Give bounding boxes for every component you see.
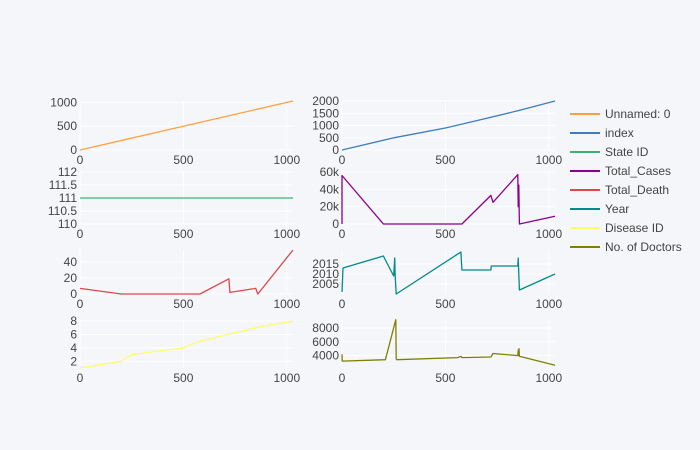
y-tick-label: 2015 (312, 257, 339, 271)
x-tick-label: 0 (339, 371, 346, 385)
y-tick-label: 8000 (312, 321, 339, 335)
legend[interactable]: Unnamed: 0 index State ID Total_Cases Total_… (570, 107, 682, 254)
x-tick-label: 0 (77, 227, 84, 241)
x-tick-label: 0 (77, 297, 84, 311)
y-tick-label: 0 (332, 143, 339, 157)
x-tick-label: 500 (435, 153, 455, 167)
series-line-total-cases[interactable] (341, 173, 556, 225)
y-tick-label: 2000 (312, 94, 339, 108)
y-tick-label: 1000 (312, 119, 339, 133)
legend-label: Disease ID (605, 221, 664, 235)
y-tick-label: 60k (320, 165, 340, 179)
legend-label: No. of Doctors (605, 240, 682, 254)
y-tick-label: 2010 (312, 267, 339, 281)
legend-item-total-cases[interactable]: Total_Cases (570, 164, 671, 178)
y-tick-label: 6 (70, 327, 77, 341)
y-tick-label: 0 (70, 143, 77, 157)
y-tick-label: 20k (320, 200, 340, 214)
series-line-total-death[interactable] (79, 249, 294, 295)
series-line-year[interactable] (341, 251, 556, 295)
y-tick-label: 500 (319, 131, 339, 145)
y-tick-label: 0 (70, 287, 77, 301)
y-tick-label: 110.5 (48, 204, 77, 218)
subplot-total-death: 0 20 40 0 500 1000 (64, 249, 300, 311)
legend-label: Unnamed: 0 (605, 107, 671, 121)
x-tick-label: 1000 (273, 371, 300, 385)
series-line-disease-id[interactable] (79, 320, 294, 369)
x-tick-label: 500 (173, 371, 193, 385)
legend-label: index (605, 126, 634, 140)
legend-item-year[interactable]: Year (570, 202, 629, 216)
x-tick-label: 1000 (535, 227, 562, 241)
x-tick-label: 1000 (535, 371, 562, 385)
y-tick-label: 1000 (50, 95, 77, 109)
x-tick-label: 1000 (273, 227, 300, 241)
subplot-total-cases: 0 20k 40k 60k 0 500 1000 (320, 165, 563, 241)
legend-item-index[interactable]: index (570, 126, 634, 140)
y-tick-label: 8 (70, 314, 77, 328)
y-tick-label: 20 (64, 271, 78, 285)
y-tick-label: 1500 (312, 106, 339, 120)
legend-item-state-id[interactable]: State ID (570, 145, 649, 159)
x-tick-label: 500 (173, 227, 193, 241)
legend-label: Year (605, 202, 629, 216)
x-tick-label: 1000 (273, 297, 300, 311)
x-tick-label: 0 (339, 153, 346, 167)
y-tick-label: 110 (58, 217, 77, 231)
y-tick-label: 2 (70, 354, 77, 368)
series-line-no-of-doctors[interactable] (341, 319, 556, 366)
y-tick-label: 40 (64, 255, 78, 269)
legend-item-no-of-doctors[interactable]: No. of Doctors (570, 240, 682, 254)
x-tick-label: 0 (339, 227, 346, 241)
series-line-unnamed-0[interactable] (79, 100, 294, 151)
legend-label: State ID (605, 145, 649, 159)
x-tick-label: 1000 (535, 153, 562, 167)
legend-item-disease-id[interactable]: Disease ID (570, 221, 664, 235)
y-tick-label: 6000 (312, 335, 339, 349)
x-tick-label: 0 (77, 153, 84, 167)
legend-label: Total_Cases (605, 164, 671, 178)
x-tick-label: 500 (435, 371, 455, 385)
x-tick-label: 1000 (535, 297, 562, 311)
y-tick-label: 111 (59, 191, 78, 205)
y-tick-label: 40k (320, 182, 340, 196)
x-tick-label: 500 (435, 227, 455, 241)
y-tick-label: 4 (70, 341, 77, 355)
y-tick-label: 0 (332, 217, 339, 231)
y-tick-label: 111.5 (49, 178, 78, 192)
y-tick-label: 2005 (312, 277, 339, 291)
y-tick-label: 4000 (312, 349, 339, 363)
x-tick-label: 1000 (273, 153, 300, 167)
series-line-index[interactable] (341, 100, 556, 151)
legend-item-total-death[interactable]: Total_Death (570, 183, 669, 197)
x-tick-label: 0 (77, 371, 84, 385)
x-tick-label: 500 (173, 153, 193, 167)
legend-label: Total_Death (605, 183, 669, 197)
x-tick-label: 500 (173, 297, 193, 311)
y-tick-label: 500 (57, 119, 77, 133)
y-tick-label: 112 (58, 165, 77, 179)
subplot-unnamed-0: 0 500 1000 0 500 1000 (50, 95, 300, 167)
x-tick-label: 500 (435, 297, 455, 311)
legend-item-unnamed-0[interactable]: Unnamed: 0 (570, 107, 671, 121)
x-tick-label: 0 (339, 297, 346, 311)
